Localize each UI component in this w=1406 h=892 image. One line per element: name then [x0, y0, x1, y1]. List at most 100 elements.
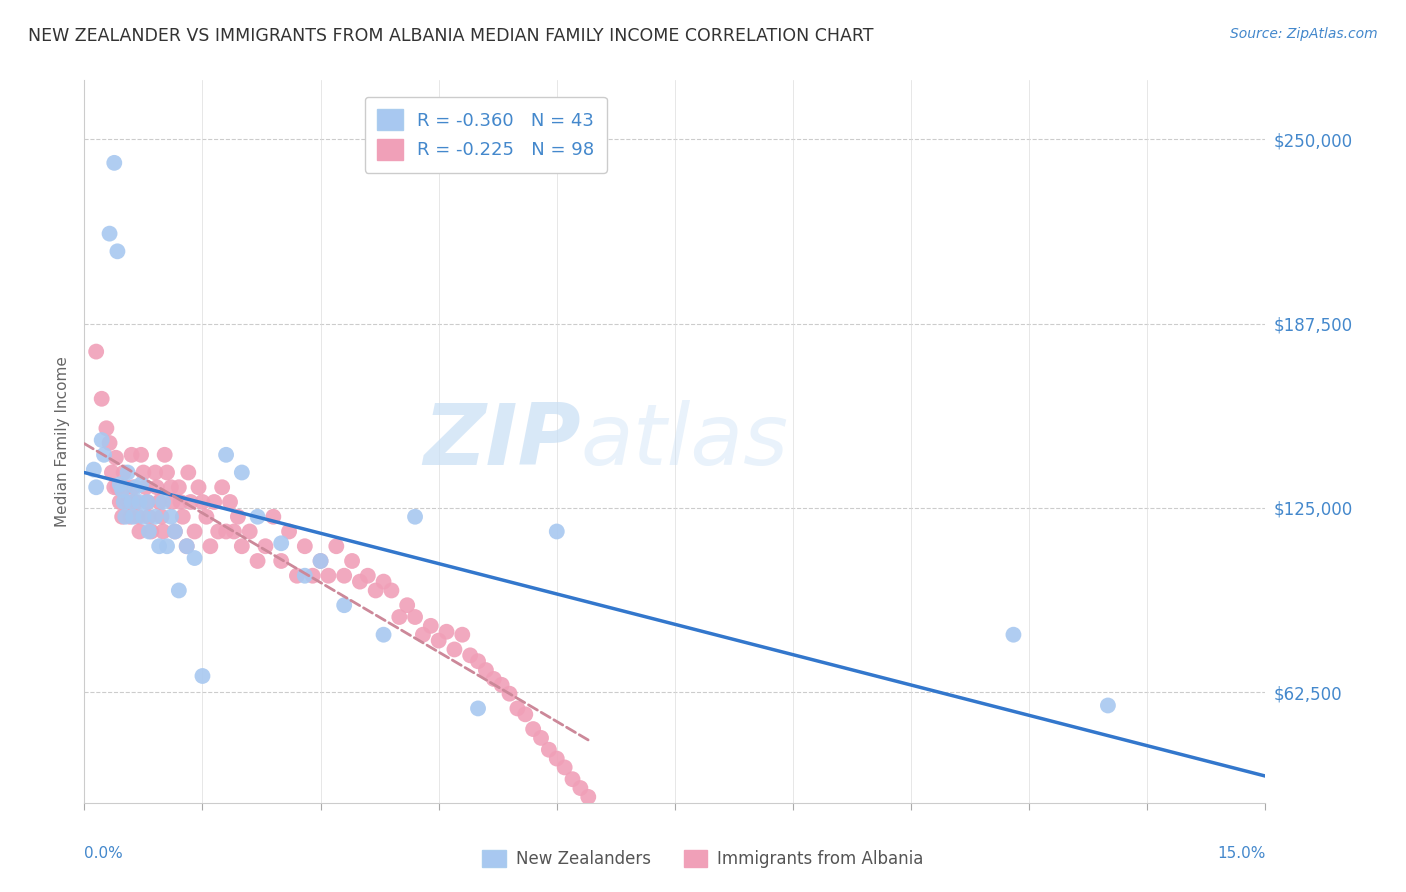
Y-axis label: Median Family Income: Median Family Income [55, 356, 70, 527]
Point [176, 539, 198, 553]
Point [114, 509, 136, 524]
Text: NEW ZEALANDER VS IMMIGRANTS FROM ALBANIA MEDIAN FAMILY INCOME CORRELATION CHART: NEW ZEALANDER VS IMMIGRANTS FROM ALBANIA… [28, 27, 873, 45]
Point [215, 524, 238, 539]
Point [93, 448, 115, 462]
Point [121, 495, 143, 509]
Point [554, 760, 576, 774]
Point [333, 598, 356, 612]
Legend: New Zealanders, Immigrants from Albania: New Zealanders, Immigrants from Albania [475, 843, 931, 875]
Point [143, 509, 166, 524]
Point [129, 448, 152, 462]
Point [129, 477, 152, 491]
Point [388, 610, 411, 624]
Point [412, 628, 434, 642]
Point [160, 480, 183, 494]
Point [340, 554, 363, 568]
Point [153, 448, 176, 462]
Point [103, 156, 125, 170]
Text: atlas: atlas [581, 400, 789, 483]
Point [294, 539, 316, 553]
Point [427, 633, 450, 648]
Point [419, 619, 441, 633]
Text: ZIP: ZIP [423, 400, 581, 483]
Point [148, 495, 170, 509]
Point [163, 524, 186, 539]
Point [380, 583, 402, 598]
Point [127, 509, 149, 524]
Point [301, 568, 323, 582]
Point [132, 466, 155, 480]
Point [112, 466, 135, 480]
Point [187, 480, 209, 494]
Point [138, 509, 160, 524]
Point [128, 524, 150, 539]
Point [373, 628, 395, 642]
Point [191, 495, 214, 509]
Point [162, 495, 184, 509]
Point [546, 524, 568, 539]
Point [143, 466, 166, 480]
Point [156, 539, 179, 553]
Point [104, 450, 127, 465]
Point [90, 392, 112, 406]
Point [177, 466, 200, 480]
Point [285, 568, 308, 582]
Point [506, 701, 529, 715]
Point [561, 772, 583, 787]
Point [458, 648, 481, 663]
Point [124, 480, 146, 494]
Point [136, 495, 159, 509]
Point [128, 495, 150, 509]
Point [176, 539, 198, 553]
Point [98, 227, 121, 241]
Point [576, 789, 599, 804]
Point [202, 495, 225, 509]
Point [167, 583, 190, 598]
Point [112, 495, 135, 509]
Point [135, 480, 157, 494]
Point [138, 524, 160, 539]
Point [90, 433, 112, 447]
Point [195, 509, 218, 524]
Point [101, 466, 124, 480]
Point [270, 554, 292, 568]
Point [163, 524, 186, 539]
Point [108, 477, 131, 491]
Point [84, 480, 107, 494]
Point [436, 624, 458, 639]
Point [246, 509, 269, 524]
Text: 0.0%: 0.0% [84, 847, 124, 861]
Point [475, 663, 498, 677]
Text: Source: ZipAtlas.com: Source: ZipAtlas.com [1230, 27, 1378, 41]
Point [309, 554, 332, 568]
Point [467, 654, 489, 668]
Point [152, 524, 174, 539]
Point [103, 480, 125, 494]
Point [122, 480, 145, 494]
Point [114, 480, 136, 494]
Point [404, 610, 426, 624]
Point [254, 539, 277, 553]
Point [522, 722, 544, 736]
Point [141, 524, 163, 539]
Point [107, 480, 129, 494]
Point [150, 509, 173, 524]
Point [222, 524, 245, 539]
Point [108, 495, 131, 509]
Point [318, 568, 340, 582]
Point [231, 466, 253, 480]
Point [1002, 628, 1025, 642]
Point [537, 742, 560, 756]
Point [569, 780, 592, 795]
Point [118, 509, 141, 524]
Point [121, 448, 143, 462]
Point [180, 495, 202, 509]
Point [169, 495, 191, 509]
Point [443, 642, 465, 657]
Point [364, 583, 387, 598]
Point [294, 568, 316, 582]
Point [270, 536, 292, 550]
Point [219, 495, 242, 509]
Point [111, 509, 134, 524]
Point [482, 672, 505, 686]
